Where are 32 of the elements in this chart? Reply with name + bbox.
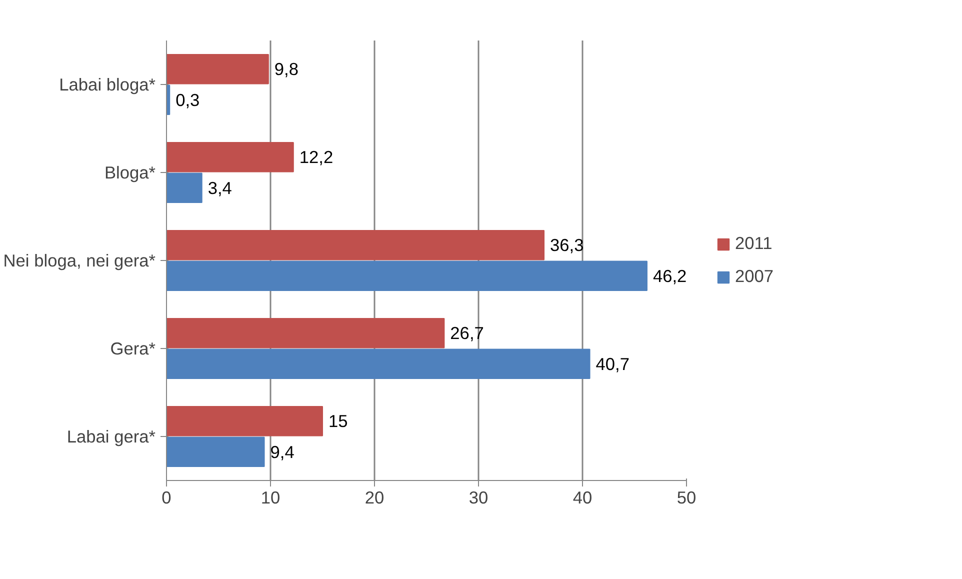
- bar: [166, 54, 269, 84]
- y-tick-label: Labai gera*: [66, 426, 156, 446]
- bar: [166, 230, 545, 260]
- data-label: 0,3: [176, 90, 200, 110]
- x-tick-label: 30: [468, 488, 488, 508]
- data-label: 12,2: [299, 147, 334, 168]
- data-label: 40,7: [596, 354, 630, 374]
- bar: [166, 260, 648, 292]
- bar: [166, 318, 445, 348]
- legend-label: 2007: [735, 266, 774, 287]
- y-tick-label: Gera*: [110, 338, 156, 358]
- bar: [166, 436, 265, 468]
- x-tick-label: 0: [162, 488, 172, 508]
- bar: [166, 406, 323, 436]
- x-tick-label: 20: [364, 488, 384, 508]
- x-tick-label: 40: [572, 488, 592, 508]
- bar: [166, 142, 294, 172]
- data-label: 26,7: [450, 323, 484, 344]
- data-label: 9,4: [270, 442, 295, 462]
- data-label: 3,4: [208, 178, 232, 198]
- bar: [166, 348, 590, 380]
- y-tick-label: Labai bloga*: [59, 74, 156, 94]
- y-tick-label: Bloga*: [104, 162, 156, 182]
- y-tick-label: Nei bloga, nei gera*: [3, 250, 156, 270]
- data-label: 36,3: [550, 235, 584, 256]
- x-tick-label: 50: [676, 488, 696, 508]
- x-tick-label: 10: [260, 488, 280, 508]
- data-label: 9,8: [274, 59, 299, 80]
- data-label: 46,2: [652, 266, 687, 286]
- legend-label: 2011: [735, 233, 772, 254]
- data-label: 15: [328, 411, 348, 432]
- bar: [166, 172, 202, 204]
